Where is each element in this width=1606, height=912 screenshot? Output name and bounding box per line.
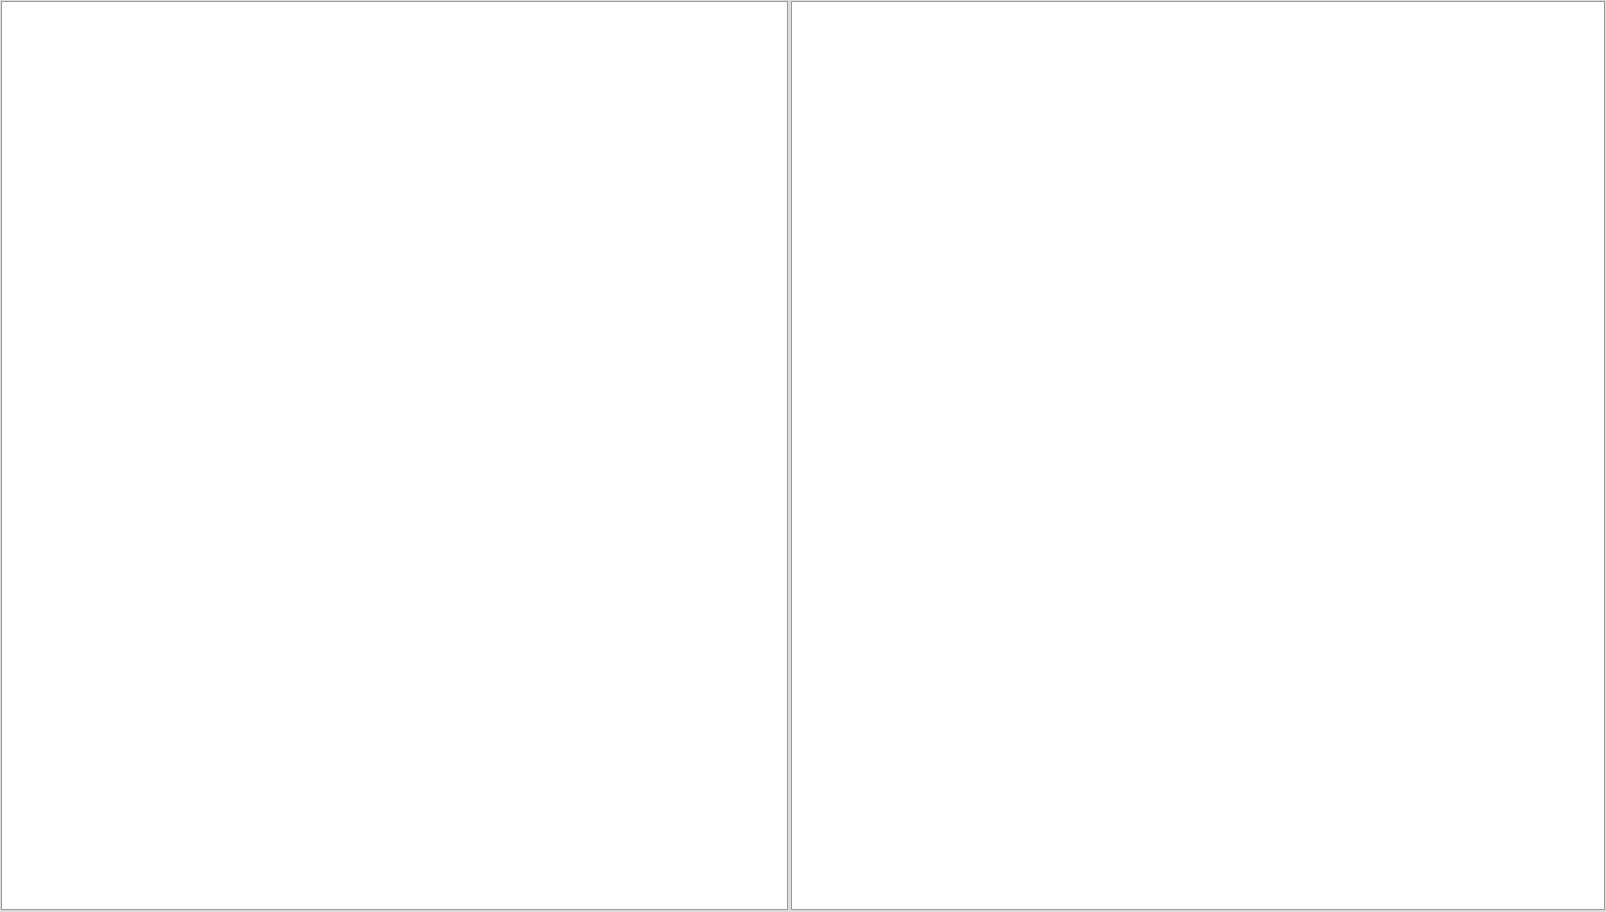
her-panel-canvas [792,2,1604,909]
ler-panel [1,1,788,910]
her-panel [791,1,1605,910]
ler-panel-canvas [2,2,787,909]
